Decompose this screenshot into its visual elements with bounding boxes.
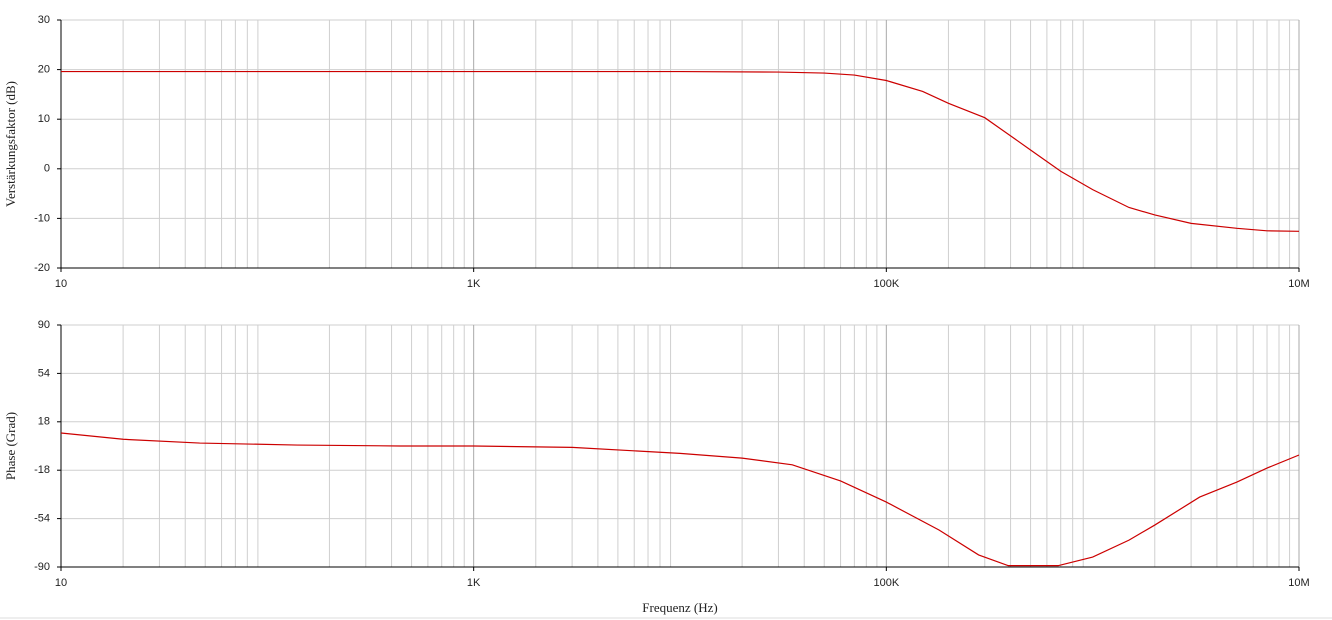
y-tick-label: -20 <box>34 262 50 274</box>
x-tick-label: 100K <box>873 577 899 589</box>
y-tick-label: -10 <box>34 212 50 224</box>
x-tick-label: 10 <box>55 278 67 290</box>
y-tick-label: -90 <box>34 561 50 573</box>
y-tick-label: 10 <box>38 113 50 125</box>
data-line <box>61 432 1299 567</box>
x-axis-title: Frequenz (Hz) <box>642 600 717 615</box>
y-tick-label: 54 <box>38 367 50 379</box>
x-tick-label: 10 <box>55 577 67 589</box>
y-axis-title: Verstärkungsfaktor (dB) <box>3 81 18 207</box>
y-tick-label: -54 <box>34 513 50 525</box>
x-tick-label: 1K <box>467 577 481 589</box>
y-tick-label: 30 <box>38 14 50 26</box>
data-line <box>61 70 1299 232</box>
y-tick-label: 18 <box>38 416 50 428</box>
y-tick-label: 90 <box>38 319 50 331</box>
x-tick-label: 10M <box>1288 278 1309 290</box>
x-tick-label: 100K <box>873 278 899 290</box>
y-tick-label: 20 <box>38 64 50 76</box>
x-tick-label: 10M <box>1288 577 1309 589</box>
x-tick-label: 1K <box>467 278 481 290</box>
y-axis-title: Phase (Grad) <box>3 412 18 480</box>
y-tick-label: 0 <box>44 163 50 175</box>
y-tick-label: -18 <box>34 464 50 476</box>
